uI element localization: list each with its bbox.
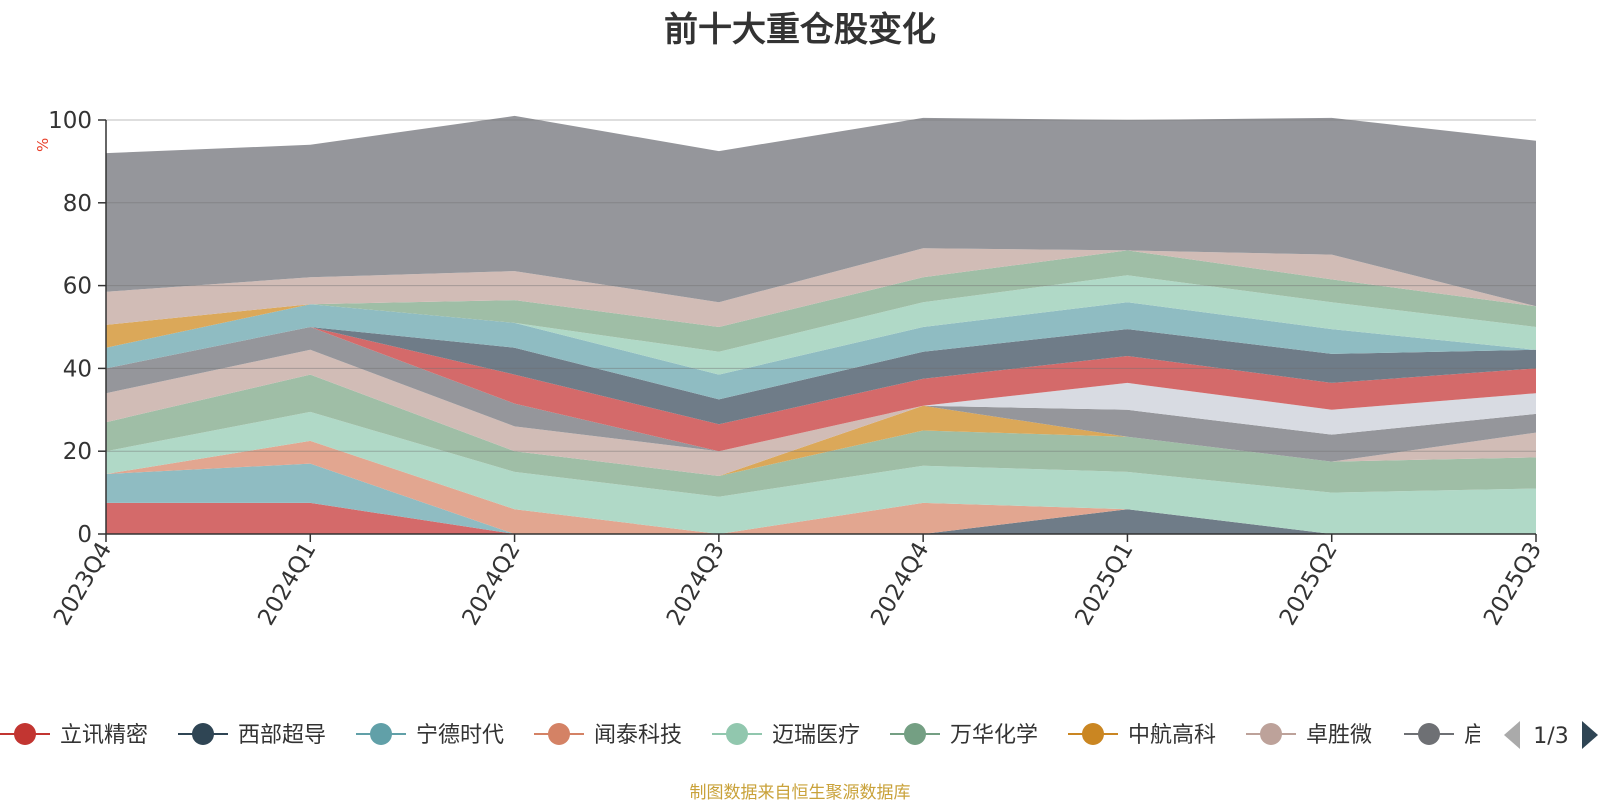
legend-marker	[1418, 723, 1440, 745]
legend-marker	[14, 723, 36, 745]
legend-item[interactable]: 立讯精密	[0, 723, 148, 748]
y-tick-label: 80	[63, 191, 92, 217]
y-tick-label: 100	[48, 108, 92, 134]
legend-item[interactable]: 西部超导	[178, 723, 326, 748]
area-series-group	[106, 115, 1536, 534]
y-tick-label: 60	[63, 274, 92, 300]
legend-marker	[370, 723, 392, 745]
legend-item[interactable]: 宁德时代	[356, 723, 504, 748]
legend-marker	[726, 723, 748, 745]
legend-marker	[1082, 723, 1104, 745]
area-series-2	[106, 502, 1536, 534]
x-tick-label: 2023Q4	[49, 538, 117, 630]
area-series-3	[106, 463, 1536, 534]
legend-label: 万华化学	[950, 723, 1038, 748]
area-series-14	[106, 275, 1536, 375]
legend-page-indicator: 1/3	[1533, 724, 1568, 749]
chart-title: 前十大重仓股变化	[664, 10, 936, 50]
legend-label: 闻泰科技	[594, 723, 682, 748]
legend: 立讯精密 西部超导 宁德时代 闻泰科技 迈瑞医疗 万华化学 中航高科 卓胜微 启明星辰1/3	[0, 721, 1598, 749]
legend-item[interactable]: 万华化学	[890, 723, 1038, 748]
legend-marker	[192, 723, 214, 745]
legend-label: 立讯精密	[60, 723, 148, 748]
area-series-17	[106, 248, 1536, 327]
x-tick-label: 2025Q2	[1275, 538, 1343, 630]
x-tick-label: 2025Q3	[1479, 538, 1547, 630]
legend-item[interactable]: 闻泰科技	[534, 723, 682, 748]
area-series-4	[106, 440, 1536, 534]
legend-item[interactable]: 卓胜微	[1246, 723, 1372, 748]
area-series-18	[106, 115, 1536, 307]
x-tick-label: 2024Q1	[253, 538, 321, 630]
legend-label: 迈瑞医疗	[772, 723, 860, 748]
y-tick-label: 0	[77, 522, 92, 548]
legend-items: 立讯精密 西部超导 宁德时代 闻泰科技 迈瑞医疗 万华化学 中航高科 卓胜微 启明星辰	[0, 723, 1552, 748]
legend-item[interactable]: 中航高科	[1068, 723, 1216, 748]
area-series-9	[106, 327, 1536, 462]
legend-item[interactable]: 启明星辰	[1404, 723, 1552, 748]
area-series-12	[106, 327, 1536, 425]
legend-marker	[904, 723, 926, 745]
legend-marker	[1260, 723, 1282, 745]
legend-marker	[548, 723, 570, 745]
legend-label: 宁德时代	[416, 723, 504, 748]
legend-label: 中航高科	[1128, 723, 1216, 748]
legend-prev-page-icon[interactable]	[1504, 721, 1520, 749]
x-tick-label: 2024Q3	[662, 538, 730, 630]
y-tick-label: 20	[63, 439, 92, 465]
x-tick-label: 2024Q2	[458, 538, 526, 630]
area-series-15	[106, 250, 1536, 352]
legend-label: 卓胜微	[1306, 723, 1372, 748]
legend-next-page-icon[interactable]	[1582, 721, 1598, 749]
area-series-6	[106, 374, 1536, 497]
grid-lines	[106, 119, 1536, 452]
y-tick-label: 40	[63, 356, 92, 382]
x-tick-label: 2024Q4	[866, 538, 934, 630]
area-series-5	[106, 411, 1536, 534]
legend-item[interactable]: 迈瑞医疗	[712, 723, 860, 748]
legend-label: 西部超导	[238, 723, 326, 748]
area-series-11	[106, 327, 1536, 452]
area-series-13	[106, 302, 1536, 400]
legend-label: 启明星辰	[1464, 723, 1552, 748]
x-tick-label: 2025Q1	[1070, 538, 1138, 630]
area-series-1	[106, 502, 1536, 534]
source-note: 制图数据来自恒生聚源数据库	[689, 783, 911, 803]
